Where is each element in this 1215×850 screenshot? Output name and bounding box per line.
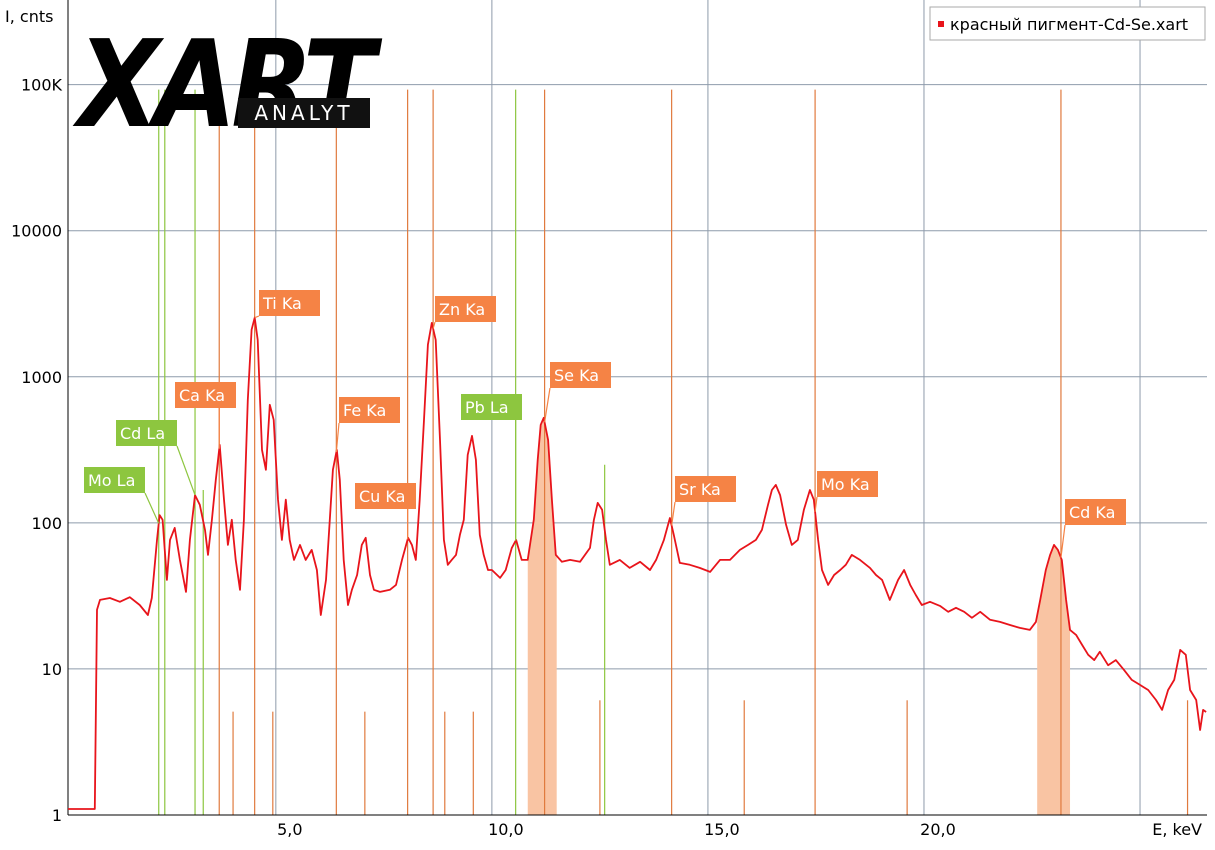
legend: красный пигмент-Cd-Se.xart bbox=[929, 6, 1206, 41]
annotation-label: Sr Ka bbox=[679, 480, 721, 499]
y-tick-label: 10 bbox=[42, 660, 62, 679]
annotation-box bbox=[461, 394, 522, 420]
y-tick-label: 1000 bbox=[21, 368, 62, 387]
annotation-box bbox=[84, 467, 145, 493]
annotation-leader bbox=[1060, 524, 1066, 558]
x-axis-label: E, keV bbox=[1152, 820, 1202, 839]
annotation-box bbox=[339, 397, 400, 423]
logo: XART ANALYT bbox=[72, 16, 389, 155]
annotation-leader bbox=[544, 387, 551, 423]
annotation-label: Zn Ka bbox=[439, 300, 485, 319]
x-tick-label: 15,0 bbox=[704, 820, 740, 839]
annotation-box bbox=[550, 362, 611, 388]
y-axis-label: I, cnts bbox=[5, 7, 53, 26]
y-tick-label: 100 bbox=[31, 514, 62, 533]
annotation-leader bbox=[671, 501, 676, 526]
annotation-box bbox=[116, 420, 177, 446]
y-tick-label: 10000 bbox=[11, 222, 62, 241]
annotation-leader bbox=[335, 422, 340, 453]
annotation-leader bbox=[144, 492, 160, 524]
annotation-label: Fe Ka bbox=[343, 401, 386, 420]
annotation-label: Ca Ka bbox=[179, 386, 225, 405]
annotation-leader bbox=[814, 496, 818, 512]
logo-mark: XART bbox=[72, 16, 383, 155]
annotation-label: Ti Ka bbox=[262, 294, 302, 313]
annotation-box bbox=[175, 382, 236, 408]
annotation-leader bbox=[176, 445, 196, 496]
annotation-box bbox=[435, 296, 496, 322]
annotation-leader bbox=[432, 321, 436, 329]
y-tick-label: 1 bbox=[52, 806, 62, 825]
annotation-label: Cd La bbox=[120, 424, 165, 443]
legend-box bbox=[929, 6, 1206, 41]
plot-under: 1 10 100 1000 10000 100K 5,0 10,0 15,0 20,0 Mo La C… bbox=[11, 0, 1207, 839]
annotation-box bbox=[259, 290, 320, 316]
annotation-box bbox=[1065, 499, 1126, 525]
annotation-box bbox=[817, 471, 878, 497]
legend-swatch bbox=[938, 21, 944, 27]
spectrum-line bbox=[68, 316, 1207, 810]
x-tick-label: 20,0 bbox=[920, 820, 956, 839]
logo-bar bbox=[238, 98, 370, 128]
annotation-label: Cu Ka bbox=[359, 487, 405, 506]
legend-label: красный пигмент-Cd-Se.xart bbox=[950, 15, 1188, 34]
annotation-box bbox=[675, 476, 736, 502]
annotation-box bbox=[355, 483, 416, 509]
region bbox=[527, 417, 557, 815]
x-tick-label: 10,0 bbox=[488, 820, 524, 839]
annotation-label: Mo La bbox=[88, 471, 135, 490]
logo-tagline: ANALYT bbox=[254, 101, 353, 125]
annotation-label: Cd Ka bbox=[1069, 503, 1115, 522]
region bbox=[1037, 544, 1071, 815]
annotation-label: Se Ka bbox=[554, 366, 599, 385]
annotation-label: Pb La bbox=[465, 398, 509, 417]
annotation-label: Mo Ka bbox=[821, 475, 870, 494]
annotation-leader bbox=[254, 315, 260, 319]
x-tick-label: 5,0 bbox=[277, 820, 302, 839]
y-tick-label: 100K bbox=[21, 76, 63, 95]
